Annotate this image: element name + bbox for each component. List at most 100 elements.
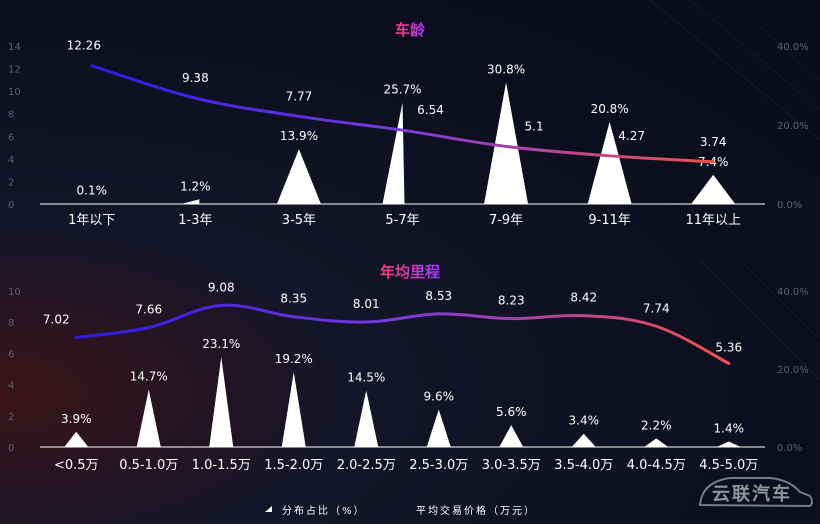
x-tick-label: 4.5-5.0万 [699,458,758,473]
y-left-tick-label: 2 [8,412,14,423]
avg-price-line [74,303,731,365]
distribution-bar [382,102,405,204]
bar-value-label: 13.9% [280,129,318,143]
y-left-tick-label: 10 [8,87,21,98]
line-value-label: 7.66 [135,303,162,317]
line-value-label: 8.23 [498,294,525,308]
distribution-bar [691,174,736,204]
line-value-label: 6.54 [417,103,444,117]
x-tick-label: 1年以下 [68,213,115,228]
watermark: 云联汽车 [698,477,813,508]
line-value-label: 9.38 [182,71,209,85]
y-left-tick-label: 14 [8,42,21,53]
bar-value-label: 19.2% [275,352,313,366]
line-value-label: 8.35 [280,292,307,306]
y-left-tick-label: 8 [8,110,14,121]
line-value-label: 12.26 [67,39,101,53]
distribution-bar [484,82,529,204]
distribution-bar [181,199,200,204]
bar-value-label: 1.4% [714,422,745,436]
x-tick-label: <0.5万 [54,458,99,473]
x-tick-label: 3-5年 [282,213,316,228]
y-left-tick-label: 6 [8,349,14,360]
x-tick-label: 1-3年 [178,213,212,228]
distribution-bar [136,389,161,447]
bar-value-label: 20.8% [591,102,629,116]
distribution-bar [716,441,741,447]
y-left-tick-label: 0 [8,200,14,211]
y-right-tick-label: 20.0% [777,121,809,132]
annual-mileage-chart: 年均里程 0 2 4 6 8 10 0.0% 20.0% 40.0% 3.9% 14.7% 23.1% 1… [8,263,809,473]
bar-value-label: 25.7% [383,82,421,96]
watermark-text: 云联汽车 [712,483,792,505]
y-left-tick-label: 2 [8,177,14,188]
chart-title: 车龄 [395,21,426,39]
distribution-bar [64,431,89,447]
distribution-bar [499,425,524,447]
bar-value-label: 3.4% [569,414,600,428]
line-value-label: 7.77 [286,89,313,103]
distribution-bar [426,409,451,447]
distribution-bar [587,121,632,204]
x-tick-label: 0.5-1.0万 [119,458,178,473]
x-tick-label: 3.5-4.0万 [554,458,613,473]
x-tick-label: 5-7年 [385,213,419,228]
line-value-label: 5.1 [525,119,544,133]
legend-line-label: 平均交易价格（万元） [416,504,536,517]
vehicle-age-chart: 车龄 0 2 4 6 8 10 12 14 0.0% 20.0% 40.0% 0.1% 1.2% 13.9%… [8,21,809,228]
distribution-bar [281,372,306,447]
avg-price-line [90,64,715,164]
distribution-bar [571,433,596,447]
legend-bar-swatch [265,506,272,512]
x-tick-label: 7-9年 [489,213,523,228]
y-left-tick-label: 4 [8,155,14,166]
y-right-tick-label: 0.0% [777,200,802,211]
y-left-tick-label: 12 [8,65,21,76]
x-tick-label: 2.5-3.0万 [409,458,468,473]
line-value-label: 8.01 [353,297,380,311]
bar-value-label: 5.6% [496,405,527,419]
x-tick-label: 11年以上 [685,213,741,228]
x-tick-label: 3.0-3.5万 [482,458,541,473]
distribution-bar [354,390,379,447]
distribution-bar [209,356,234,447]
y-right-tick-label: 40.0% [777,42,809,53]
bar-value-label: 2.2% [641,418,672,432]
line-value-label: 7.02 [43,312,70,326]
legend: 分布占比（%） 平均交易价格（万元） [265,504,536,517]
bar-value-label: 9.6% [424,390,455,404]
line-value-label: 5.36 [715,340,742,354]
line-value-label: 7.74 [643,301,670,315]
background-decoration [649,0,820,381]
y-right-tick-label: 0.0% [777,443,802,454]
bar-value-label: 14.5% [347,370,385,384]
x-tick-label: 1.0-1.5万 [192,458,251,473]
bar-value-label: 0.1% [77,184,108,198]
y-left-tick-label: 10 [8,287,21,298]
y-left-tick-label: 4 [8,381,14,392]
x-tick-label: 9-11年 [588,213,631,228]
line-value-label: 8.42 [570,291,597,305]
y-left-tick-label: 8 [8,318,14,329]
x-tick-label: 2.0-2.5万 [337,458,396,473]
chart-title: 年均里程 [380,263,440,281]
distribution-bar [644,438,669,447]
legend-bars-label: 分布占比（%） [282,504,366,517]
line-value-label: 4.27 [618,129,645,143]
line-value-label: 9.08 [208,280,235,294]
line-value-label: 8.53 [425,289,452,303]
bar-value-label: 30.8% [487,62,525,76]
car-logo-icon [698,477,813,508]
bar-value-label: 1.2% [180,179,211,193]
y-left-tick-label: 0 [8,443,14,454]
bar-value-label: 23.1% [202,337,240,351]
y-right-tick-label: 20.0% [777,365,809,376]
bar-value-label: 14.7% [130,370,168,384]
bar-value-label: 3.9% [61,412,92,426]
y-left-tick-label: 6 [8,132,14,143]
x-tick-label: 1.5-2.0万 [264,458,323,473]
y-right-tick-label: 40.0% [777,287,809,298]
line-value-label: 3.74 [700,135,727,149]
distribution-bar [276,149,321,204]
